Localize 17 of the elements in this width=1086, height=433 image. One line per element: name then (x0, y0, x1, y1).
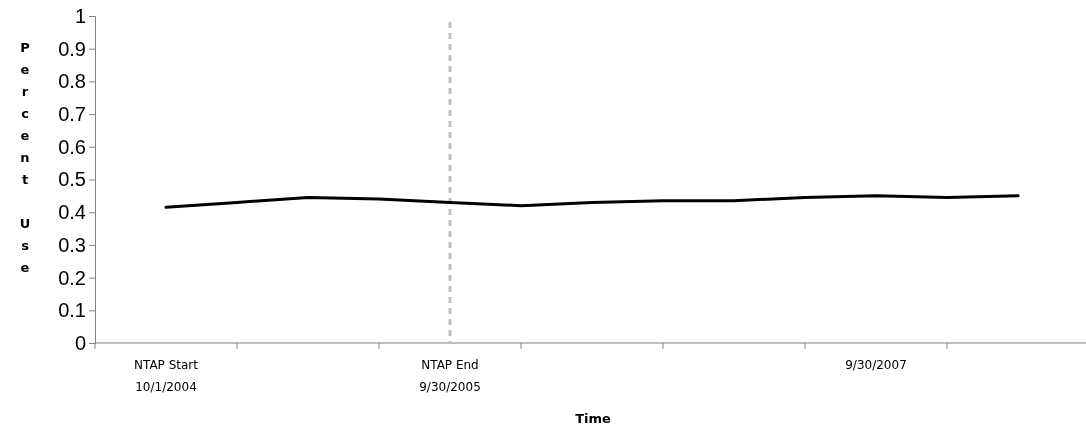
x-axis-title: Time (575, 411, 612, 426)
y-tick-label: 0.6 (58, 135, 86, 158)
x-tick-label: 9/30/2007 (845, 358, 907, 372)
y-tick-label: 1 (74, 4, 86, 27)
x-tick-label: NTAP Start 10/1/2004 (134, 358, 199, 394)
y-tick-label: 0.1 (58, 299, 86, 322)
y-tick-label: 0.5 (58, 168, 86, 191)
y-axis-title: Percent Use (17, 40, 33, 282)
y-tick-label: 0.9 (58, 37, 86, 60)
y-tick-label: 0.3 (58, 233, 86, 256)
y-tick-label: 0.4 (58, 201, 86, 224)
y-tick-label: 0.7 (58, 103, 86, 125)
y-tick-label: 0 (74, 331, 86, 354)
y-tick-label: 0.2 (58, 266, 86, 289)
y-tick-label: 0.8 (58, 70, 86, 93)
x-tick-label: NTAP End 9/30/2005 (419, 358, 481, 394)
line-series (164, 194, 1020, 209)
